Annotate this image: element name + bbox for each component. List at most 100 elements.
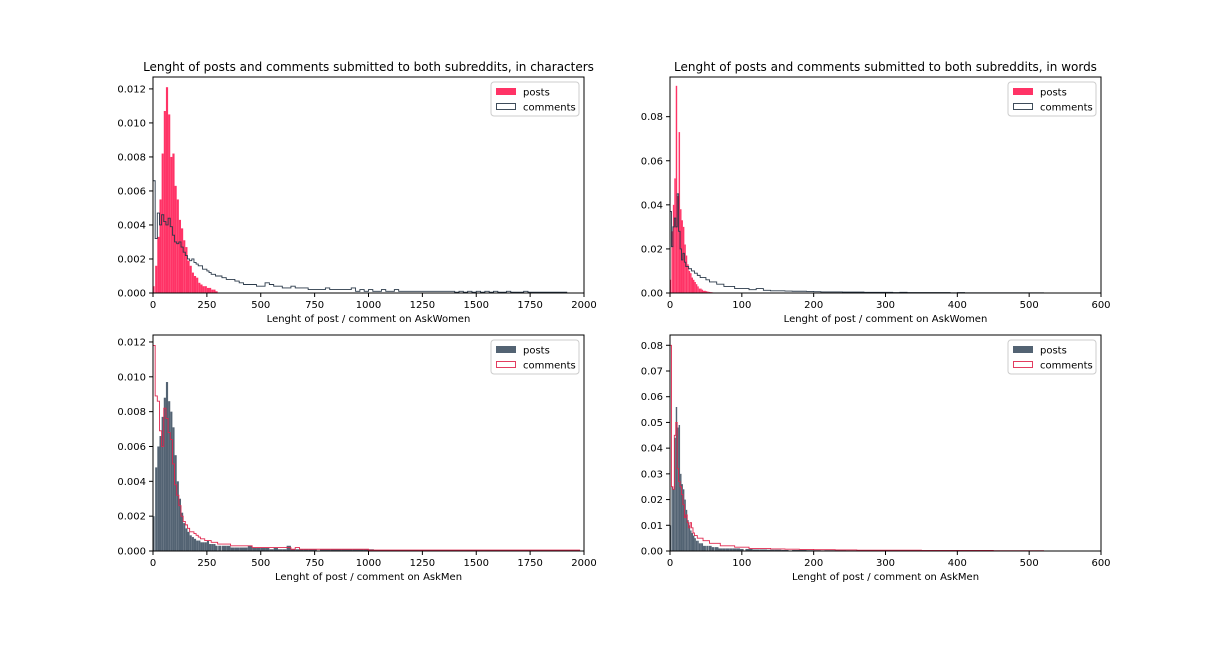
series-posts [670,85,714,293]
histogram-bar [198,282,201,293]
histogram-bar [330,549,342,551]
histogram-bar [196,540,199,551]
histogram-bar [680,209,682,293]
histogram-bar [670,279,672,293]
histogram-bar [682,226,685,293]
series-comments-step [153,180,568,293]
histogram-bar [687,264,689,293]
histogram-bar [707,291,709,293]
histogram-bar [290,549,296,551]
y-tick-label: 0.06 [641,156,663,167]
histogram-bar [202,542,205,551]
x-tick-label: 0 [667,558,673,569]
panel-1: 0 250 500 750 1000 1250 1500 1750 2000 0.000 0.002… [117,60,596,325]
histogram-bar [703,545,705,551]
histogram-bar [670,525,672,551]
histogram-bar [172,153,175,293]
y-tick-label: 0.006 [117,186,146,197]
histogram-bar [706,545,709,551]
histogram-bar [675,85,678,293]
histogram-bar [752,549,760,551]
histogram-bar [700,543,702,551]
histogram-bar [690,273,692,293]
histogram-bar [168,114,171,293]
legend-label-posts: posts [523,88,550,99]
x-tick-label: 300 [876,300,895,311]
histogram-bar [234,547,240,551]
histogram-bar [695,284,698,293]
histogram-bar [680,473,682,551]
histogram-bar [684,499,686,551]
histogram-bar [215,291,218,293]
plot-area [670,85,1044,293]
histogram-bar [687,520,689,551]
series-posts [153,382,574,551]
histogram-bar [206,540,210,551]
histogram-bar [273,547,278,551]
histogram-bar [218,545,222,551]
histogram-bar [678,132,681,293]
histogram-bar [155,265,158,293]
legend-label-comments: comments [523,361,576,372]
histogram-bar [688,270,691,293]
x-tick-label: 500 [251,558,270,569]
legend: posts comments [490,339,580,375]
histogram-bar [191,272,194,293]
histogram-bar [729,548,733,551]
histogram-bar [153,516,155,551]
y-tick-label: 0.04 [641,200,663,211]
histogram-bar [674,178,676,293]
histogram-bar [774,549,782,551]
y-tick-label: 0.000 [117,289,146,300]
x-tick-label: 1500 [464,300,489,311]
x-axis-label: Lenght of post / comment on AskWomen [784,314,988,325]
histogram-bar [704,290,706,293]
histogram-bar [269,549,274,551]
histogram-bar [178,219,182,293]
histogram-bar [295,549,300,551]
legend: posts comments [1007,339,1097,375]
histogram-bar [690,530,692,551]
x-axis-label: Lenght of post / comment on AskMen [792,572,979,583]
histogram-bar [681,220,683,293]
histogram-bar [711,547,715,551]
histogram-bar [209,544,212,551]
histogram-bar [675,407,678,551]
series-posts [670,407,1062,551]
histogram-bar [157,236,160,293]
histogram-bar [252,547,257,551]
legend-swatch-comments [1013,361,1033,368]
y-tick-label: 0.004 [117,220,146,231]
histogram-bar [226,545,231,551]
histogram-bar [172,427,175,551]
legend-label-comments: comments [1040,103,1093,114]
histogram-bar [211,544,214,551]
histogram-bar [308,549,313,551]
histogram-bar [674,437,676,551]
chart-title: Lenght of posts and comments submitted t… [674,60,1097,74]
y-tick-label: 0.07 [641,367,663,378]
x-tick-label: 500 [251,300,270,311]
legend: posts comments [490,81,580,117]
y-tick-label: 0.04 [641,444,663,455]
histogram-bar [155,467,158,551]
histogram-bar [681,484,683,551]
x-tick-label: 400 [948,558,967,569]
panel-3: 0 250 500 750 1000 1250 1500 1750 2000 0.000 0.002… [117,334,597,583]
histogram-bar [196,277,199,293]
x-tick-label: 100 [732,558,751,569]
histogram-bar [672,204,675,293]
histogram-bar [170,411,173,551]
histogram-bar [183,523,186,551]
x-tick-label: 250 [197,300,216,311]
y-tick-label: 0.02 [641,495,663,506]
x-tick-label: 750 [305,558,324,569]
histogram-bar [736,548,741,551]
histogram-bar [198,540,201,551]
histogram-bar [181,228,184,293]
x-tick-label: 2000 [571,300,596,311]
histogram-bar [168,401,171,551]
histogram-bar [685,509,688,551]
histogram-bar [213,289,216,293]
